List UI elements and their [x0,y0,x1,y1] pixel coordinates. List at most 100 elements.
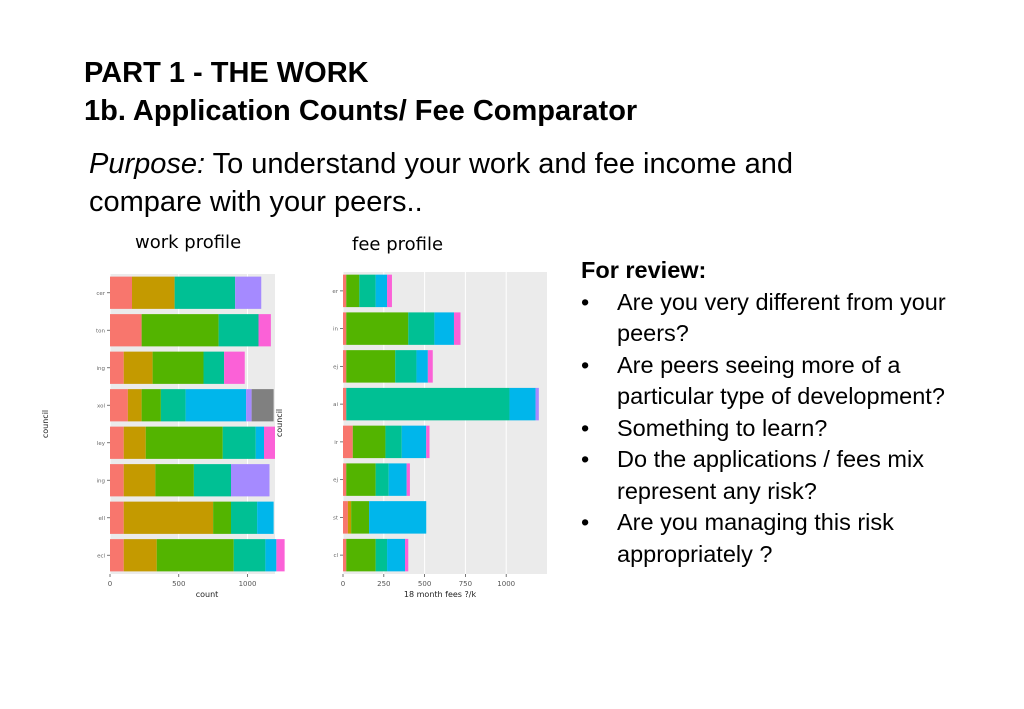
bar-segment [343,274,347,308]
bar-segment [145,426,223,459]
bar-segment [416,350,428,383]
fee-profile-chart: er in ej ai ir ej st cl 0 250 500 750 1000 18 month f… [275,272,547,599]
bar-segment [346,538,376,572]
bar-segment [218,314,259,347]
bar-segment [405,538,409,572]
bullet: • [581,414,590,441]
y-tick-label: st [333,515,339,521]
x-tick-label: 1000 [239,580,257,588]
bar-segment [426,425,430,459]
bar-segment [235,276,262,309]
bar-segment [343,425,353,459]
review-item: • Are you managing this risk appropriatel… [581,507,1001,570]
bar-segment [231,501,258,534]
bar-segment [343,387,347,421]
bar-segment [343,463,347,496]
review-item-text: Do the applications / fees mix represent… [617,446,924,504]
bar-segment [110,351,124,384]
bar-segment [346,350,396,383]
review-item: • Are you very different from your peers? [581,287,1001,350]
bullet: • [581,446,590,472]
review-item-text: Something to learn? [617,414,828,441]
bar-segment [246,389,252,422]
bar-segment [174,276,236,309]
bar-segment [123,539,157,572]
y-tick-label: ing [96,478,105,484]
y-tick-label: ley [97,441,106,447]
bar-segment [406,463,410,496]
bar-segment [375,274,388,308]
bar-segment [123,501,214,534]
bar-segment [123,351,153,384]
bar-segment [110,501,124,534]
y-tick-label: in [333,327,339,333]
bar-segment [258,314,271,347]
purpose-label: Purpose: [89,148,206,180]
y-tick-label: ir [334,440,339,446]
bar-segment [408,312,435,345]
y-tick-label: er [332,289,338,295]
y-tick-label: ej [333,364,338,370]
y-axis-label: council [275,409,284,437]
bar-segment [346,463,376,496]
x-axis-label: count [196,590,219,599]
y-tick-label: cer [96,291,105,297]
bar-segment [110,426,124,459]
bar-segment [123,426,146,459]
bar-segment [141,389,161,422]
bar-segment [156,539,234,572]
x-tick-label: 1000 [497,580,515,588]
review-heading: For review: [581,257,707,283]
bar-segment [152,351,204,384]
y-tick-label: ell [99,516,106,522]
bar-segment [264,426,275,459]
bar-segment [155,464,194,497]
bar-segment [401,425,427,459]
bar-segment [535,387,539,421]
bar-segment [251,389,274,422]
bar-segment [203,351,225,384]
y-tick-label: ai [333,402,338,408]
bar-segment [509,387,536,421]
y-axis-label: council [41,410,50,438]
x-tick-label: 500 [418,580,431,588]
bar-segment [141,314,219,347]
bar-segment [132,276,175,309]
bar-segment [343,501,348,534]
bar-segment [160,389,186,422]
purpose-body: To understand your work and fee income a… [89,148,793,218]
bar-segment [193,464,231,497]
review-item-text: Are you managing this risk appropriately… [617,509,894,567]
bar-segment [222,426,256,459]
bar-segment [276,539,285,572]
y-tick-label: xol [97,403,105,409]
bar-segment [427,350,433,383]
bar-segment [369,501,427,534]
x-tick-label: 500 [172,580,185,588]
x-axis-label: 18 month fees ?/k [404,590,477,599]
y-tick-label: cl [333,553,338,559]
bar-segment [347,501,352,534]
review-item: • Something to learn? [581,413,1001,445]
bar-segment [351,501,370,534]
bar-segment [185,389,247,422]
y-tick-label: ing [96,366,105,372]
y-tick-label: ej [333,478,338,484]
bar-segment [343,538,347,572]
x-tick-label: 0 [108,580,112,588]
fee-chart-title: fee profile [352,234,444,255]
bar-segment [343,312,347,345]
review-item-text: Are you very different from your peers? [617,288,946,347]
review-item: • Do the applications / fees mix represen… [581,444,1001,507]
y-tick-label: ton [96,328,106,334]
y-tick-label: ecl [97,553,105,559]
bar-segment [257,501,274,534]
bar-segment [110,276,132,309]
heading-section: 1b. Application Counts/ Fee Comparator [84,95,638,127]
bar-segment [346,387,510,421]
review-item: • Are peers seeing more of a particular t… [581,350,1001,413]
bar-segment [375,538,388,572]
bar-segment [343,350,347,383]
bar-segment [231,464,270,497]
bar-segment [255,426,264,459]
